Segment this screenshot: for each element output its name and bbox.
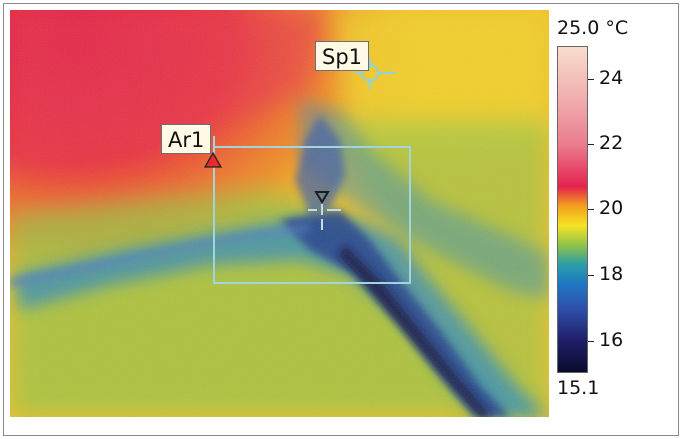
tick-mark-18 xyxy=(588,275,594,276)
tick-label-22: 22 xyxy=(599,134,623,153)
tick-label-24: 24 xyxy=(599,69,623,88)
tick-label-18: 18 xyxy=(599,265,623,284)
tick-mark-24 xyxy=(588,79,594,80)
thermal-image: Sp1 Ar1 xyxy=(10,10,549,417)
tick-label-16: 16 xyxy=(599,331,623,350)
temperature-min-label: 15.1 xyxy=(557,377,599,399)
temperature-max-label: 25.0 °C xyxy=(557,17,628,39)
temperature-colorbar xyxy=(557,46,588,373)
tick-mark-20 xyxy=(588,209,594,210)
spot-label[interactable]: Sp1 xyxy=(315,41,369,71)
tick-mark-22 xyxy=(588,144,594,145)
tick-mark-16 xyxy=(588,341,594,342)
thermal-image-canvas xyxy=(10,10,549,417)
tick-label-20: 20 xyxy=(599,199,623,218)
area-label[interactable]: Ar1 xyxy=(161,124,211,154)
